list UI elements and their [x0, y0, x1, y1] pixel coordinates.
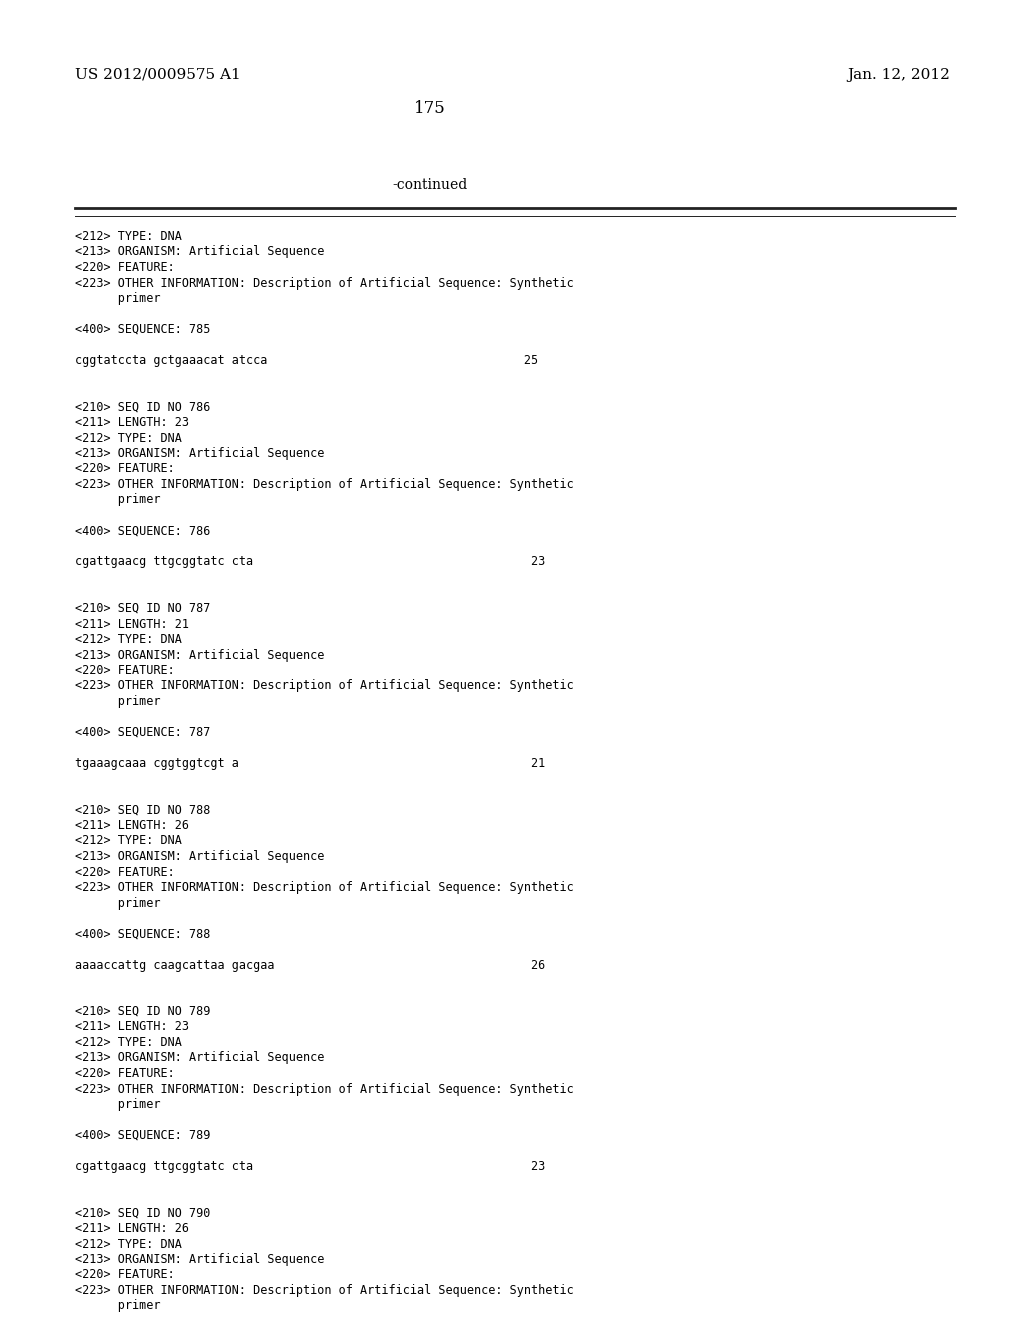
Text: US 2012/0009575 A1: US 2012/0009575 A1	[75, 69, 241, 82]
Text: primer: primer	[75, 1098, 161, 1111]
Text: <400> SEQUENCE: 786: <400> SEQUENCE: 786	[75, 524, 210, 537]
Text: <210> SEQ ID NO 786: <210> SEQ ID NO 786	[75, 400, 210, 413]
Text: <212> TYPE: DNA: <212> TYPE: DNA	[75, 1036, 182, 1049]
Text: <220> FEATURE:: <220> FEATURE:	[75, 462, 175, 475]
Text: <400> SEQUENCE: 785: <400> SEQUENCE: 785	[75, 323, 210, 337]
Text: <223> OTHER INFORMATION: Description of Artificial Sequence: Synthetic: <223> OTHER INFORMATION: Description of …	[75, 680, 573, 693]
Text: <220> FEATURE:: <220> FEATURE:	[75, 261, 175, 275]
Text: <210> SEQ ID NO 788: <210> SEQ ID NO 788	[75, 804, 210, 817]
Text: primer: primer	[75, 1299, 161, 1312]
Text: tgaaagcaaa cggtggtcgt a                                         21: tgaaagcaaa cggtggtcgt a 21	[75, 756, 545, 770]
Text: <220> FEATURE:: <220> FEATURE:	[75, 1269, 175, 1282]
Text: <211> LENGTH: 23: <211> LENGTH: 23	[75, 1020, 189, 1034]
Text: <223> OTHER INFORMATION: Description of Artificial Sequence: Synthetic: <223> OTHER INFORMATION: Description of …	[75, 880, 573, 894]
Text: <400> SEQUENCE: 789: <400> SEQUENCE: 789	[75, 1129, 210, 1142]
Text: <220> FEATURE:: <220> FEATURE:	[75, 664, 175, 677]
Text: <213> ORGANISM: Artificial Sequence: <213> ORGANISM: Artificial Sequence	[75, 850, 325, 863]
Text: <210> SEQ ID NO 789: <210> SEQ ID NO 789	[75, 1005, 210, 1018]
Text: -continued: -continued	[392, 178, 468, 191]
Text: <212> TYPE: DNA: <212> TYPE: DNA	[75, 834, 182, 847]
Text: aaaaccattg caagcattaa gacgaa                                    26: aaaaccattg caagcattaa gacgaa 26	[75, 958, 545, 972]
Text: <210> SEQ ID NO 787: <210> SEQ ID NO 787	[75, 602, 210, 615]
Text: primer: primer	[75, 696, 161, 708]
Text: <220> FEATURE:: <220> FEATURE:	[75, 866, 175, 879]
Text: <223> OTHER INFORMATION: Description of Artificial Sequence: Synthetic: <223> OTHER INFORMATION: Description of …	[75, 1082, 573, 1096]
Text: <213> ORGANISM: Artificial Sequence: <213> ORGANISM: Artificial Sequence	[75, 648, 325, 661]
Text: <223> OTHER INFORMATION: Description of Artificial Sequence: Synthetic: <223> OTHER INFORMATION: Description of …	[75, 478, 573, 491]
Text: <213> ORGANISM: Artificial Sequence: <213> ORGANISM: Artificial Sequence	[75, 1052, 325, 1064]
Text: <211> LENGTH: 23: <211> LENGTH: 23	[75, 416, 189, 429]
Text: <212> TYPE: DNA: <212> TYPE: DNA	[75, 634, 182, 645]
Text: <212> TYPE: DNA: <212> TYPE: DNA	[75, 1238, 182, 1250]
Text: <213> ORGANISM: Artificial Sequence: <213> ORGANISM: Artificial Sequence	[75, 246, 325, 259]
Text: 175: 175	[414, 100, 445, 117]
Text: <212> TYPE: DNA: <212> TYPE: DNA	[75, 432, 182, 445]
Text: <210> SEQ ID NO 790: <210> SEQ ID NO 790	[75, 1206, 210, 1220]
Text: Jan. 12, 2012: Jan. 12, 2012	[847, 69, 950, 82]
Text: primer: primer	[75, 292, 161, 305]
Text: cgattgaacg ttgcggtatc cta                                       23: cgattgaacg ttgcggtatc cta 23	[75, 1160, 545, 1173]
Text: <213> ORGANISM: Artificial Sequence: <213> ORGANISM: Artificial Sequence	[75, 1253, 325, 1266]
Text: <400> SEQUENCE: 788: <400> SEQUENCE: 788	[75, 928, 210, 940]
Text: <211> LENGTH: 26: <211> LENGTH: 26	[75, 818, 189, 832]
Text: <400> SEQUENCE: 787: <400> SEQUENCE: 787	[75, 726, 210, 739]
Text: <211> LENGTH: 26: <211> LENGTH: 26	[75, 1222, 189, 1236]
Text: <211> LENGTH: 21: <211> LENGTH: 21	[75, 618, 189, 631]
Text: cggtatccta gctgaaacat atcca                                    25: cggtatccta gctgaaacat atcca 25	[75, 354, 539, 367]
Text: primer: primer	[75, 896, 161, 909]
Text: cgattgaacg ttgcggtatc cta                                       23: cgattgaacg ttgcggtatc cta 23	[75, 556, 545, 569]
Text: <220> FEATURE:: <220> FEATURE:	[75, 1067, 175, 1080]
Text: <223> OTHER INFORMATION: Description of Artificial Sequence: Synthetic: <223> OTHER INFORMATION: Description of …	[75, 276, 573, 289]
Text: <212> TYPE: DNA: <212> TYPE: DNA	[75, 230, 182, 243]
Text: primer: primer	[75, 494, 161, 507]
Text: <213> ORGANISM: Artificial Sequence: <213> ORGANISM: Artificial Sequence	[75, 447, 325, 459]
Text: <223> OTHER INFORMATION: Description of Artificial Sequence: Synthetic: <223> OTHER INFORMATION: Description of …	[75, 1284, 573, 1298]
